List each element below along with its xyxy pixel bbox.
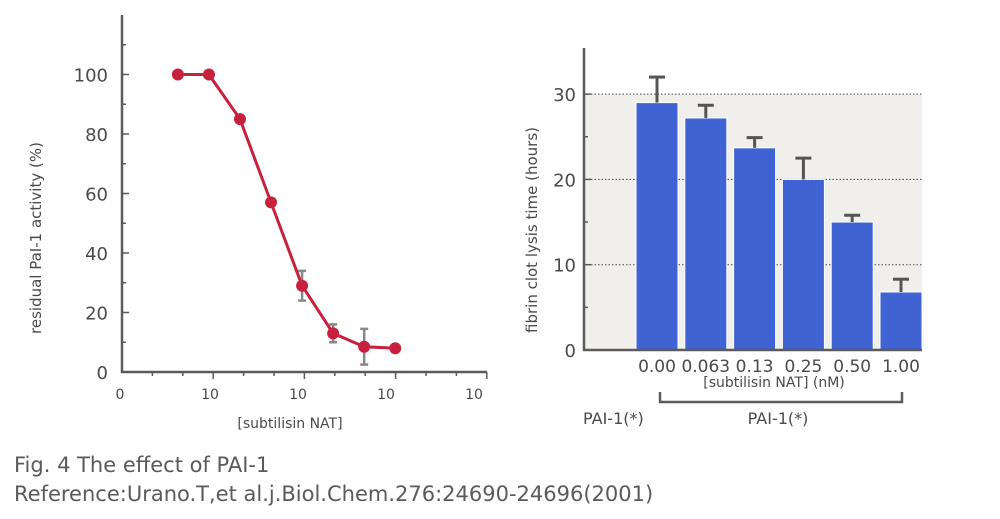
left-line-chart: 0 20 40 60 80 100 0 10 10 10 10 [subtilisin NAT] res… — [27, 15, 488, 432]
data-point — [296, 279, 309, 292]
x-tick-label: 0 — [116, 387, 125, 403]
y-tick-label: 20 — [85, 304, 108, 325]
category-label: 0.00 — [638, 357, 676, 377]
y-tick-label: 0 — [565, 341, 576, 362]
x-tick-label: 10 — [377, 387, 395, 403]
right-bar-chart: 0.00 0.063 0.13 0.25 0.50 1.00 0 10 20 30 [subtili… — [523, 48, 923, 428]
data-point — [389, 342, 402, 355]
category-label: 0.50 — [833, 357, 871, 377]
pai-bracket — [658, 392, 904, 404]
y-tick-label: 20 — [553, 170, 576, 191]
y-tick-label: 10 — [553, 256, 576, 277]
category-label: 1.00 — [882, 357, 920, 377]
y-tick-label: 100 — [74, 66, 108, 87]
y-tick-label: 40 — [85, 244, 108, 265]
x-axis-title: [subtilisin NAT] (nM) — [703, 375, 844, 391]
annotation-pai-left: PAI-1(*) — [583, 409, 644, 428]
figure-reference: Reference:Urano.T,et al.j.Biol.Chem.276:… — [14, 482, 654, 506]
figure-caption: Fig. 4 The effect of PAI-1 — [14, 453, 270, 477]
data-point — [358, 340, 371, 353]
bar — [733, 147, 777, 351]
annotation-pai-right: PAI-1(*) — [748, 409, 809, 428]
x-tick-label: 10 — [201, 387, 219, 403]
x-tick-label: 10 — [465, 387, 483, 403]
bar — [781, 178, 825, 351]
y-axis-title: fibrin clot lysis time (hours) — [523, 127, 541, 333]
data-point — [202, 68, 215, 81]
y-tick-label: 0 — [97, 363, 108, 384]
y-tick-label: 30 — [553, 85, 576, 106]
bar — [684, 117, 728, 351]
y-tick-label: 80 — [85, 125, 108, 146]
bar — [879, 291, 923, 351]
x-axis-title: [subtilisin NAT] — [237, 416, 342, 432]
category-label: 0.25 — [784, 357, 822, 377]
data-point — [233, 113, 246, 126]
y-axis-title: residual PaI-1 activity (%) — [27, 142, 45, 334]
data-point — [327, 327, 340, 340]
data-point — [171, 68, 184, 81]
data-point — [265, 196, 278, 209]
category-label: 0.063 — [681, 357, 730, 377]
bar — [830, 221, 874, 351]
y-tick-label: 60 — [85, 185, 108, 206]
x-tick-label: 10 — [289, 387, 307, 403]
category-label: 0.13 — [736, 357, 774, 377]
bar — [635, 102, 679, 351]
series-line — [177, 73, 396, 350]
